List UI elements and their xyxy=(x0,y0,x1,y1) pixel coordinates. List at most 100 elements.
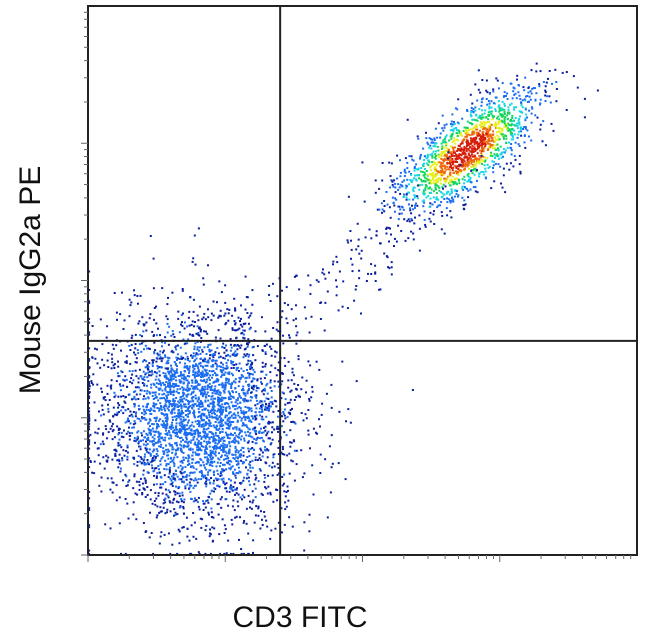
event-dot xyxy=(160,384,163,387)
event-dot xyxy=(267,437,270,440)
event-dot xyxy=(512,138,514,141)
event-dot xyxy=(96,383,99,386)
event-dot xyxy=(179,346,182,349)
event-dot xyxy=(122,479,124,482)
event-dot xyxy=(107,456,110,459)
event-dot xyxy=(242,451,245,454)
event-dot xyxy=(470,139,473,142)
event-dot xyxy=(483,146,486,149)
event-dot xyxy=(196,444,199,446)
event-dot xyxy=(389,216,392,219)
event-dot xyxy=(219,446,222,449)
event-dot xyxy=(472,147,475,150)
event-dot xyxy=(109,420,112,423)
event-dot xyxy=(240,376,243,379)
event-dot xyxy=(492,164,495,167)
event-dot xyxy=(330,383,333,386)
event-dot xyxy=(117,395,120,398)
event-dot xyxy=(117,360,119,363)
event-dot xyxy=(505,124,508,127)
event-dot xyxy=(435,198,438,201)
event-dot xyxy=(218,436,220,439)
event-dot xyxy=(510,147,513,150)
event-dot xyxy=(227,402,230,405)
event-dot xyxy=(111,430,114,433)
event-dot xyxy=(190,439,193,442)
event-dot xyxy=(479,136,482,138)
event-dot xyxy=(211,373,214,376)
event-dot xyxy=(465,138,468,141)
event-dot xyxy=(235,515,238,518)
event-dot xyxy=(145,444,148,447)
event-dot xyxy=(166,454,168,457)
event-dot xyxy=(215,465,218,468)
event-dot xyxy=(429,180,432,183)
event-dot xyxy=(214,351,217,354)
event-dot xyxy=(133,351,135,354)
event-dot xyxy=(446,161,449,164)
event-dot xyxy=(346,239,349,242)
event-dot xyxy=(440,211,443,214)
event-dot xyxy=(242,410,245,413)
event-dot xyxy=(181,480,184,483)
event-dot xyxy=(196,314,199,317)
event-dot xyxy=(275,405,278,408)
event-dot xyxy=(185,395,188,398)
event-dot xyxy=(153,341,156,344)
event-dot xyxy=(423,193,426,196)
event-dot xyxy=(251,346,254,349)
event-dot xyxy=(139,389,142,392)
event-dot xyxy=(129,349,132,351)
event-dot xyxy=(441,147,443,150)
event-dot xyxy=(234,451,237,454)
event-dot xyxy=(509,103,512,106)
event-dot xyxy=(233,457,236,460)
event-dot xyxy=(106,437,108,440)
event-dot xyxy=(194,477,197,480)
event-dot xyxy=(139,460,142,463)
event-dot xyxy=(192,364,194,367)
event-dot xyxy=(469,181,472,184)
event-dot xyxy=(472,110,475,113)
event-dot xyxy=(390,233,392,236)
event-dot xyxy=(286,485,289,488)
event-dot xyxy=(159,402,162,405)
event-dot xyxy=(388,206,391,209)
event-dot xyxy=(437,177,440,180)
event-dot xyxy=(218,465,221,468)
event-dot xyxy=(518,154,521,157)
event-dot xyxy=(237,411,239,414)
event-dot xyxy=(440,201,443,203)
event-dot xyxy=(199,346,201,349)
event-dot xyxy=(168,450,171,453)
event-dot xyxy=(173,490,176,493)
event-dot xyxy=(157,383,160,385)
event-dot xyxy=(249,360,252,362)
event-dot xyxy=(166,400,169,402)
event-dot xyxy=(215,439,218,442)
event-dot xyxy=(234,350,237,353)
event-dot xyxy=(496,134,499,137)
event-dot xyxy=(525,95,527,98)
event-dot xyxy=(391,180,394,183)
event-dot xyxy=(143,417,146,419)
event-dot xyxy=(510,138,513,141)
event-dot xyxy=(532,87,535,89)
event-dot xyxy=(101,390,103,393)
event-dot xyxy=(428,146,431,149)
event-dot xyxy=(310,396,313,399)
event-dot xyxy=(207,404,210,407)
event-dot xyxy=(428,161,431,164)
event-dot xyxy=(198,425,200,428)
event-dot xyxy=(125,450,128,452)
event-dot xyxy=(187,444,190,447)
event-dot xyxy=(118,404,121,407)
event-dot xyxy=(228,407,231,410)
event-dot xyxy=(182,377,185,380)
event-dot xyxy=(315,360,318,363)
event-dot xyxy=(164,376,166,379)
event-dot xyxy=(155,516,158,519)
event-dot xyxy=(220,369,223,372)
event-dot xyxy=(211,412,214,415)
event-dot xyxy=(485,140,488,143)
